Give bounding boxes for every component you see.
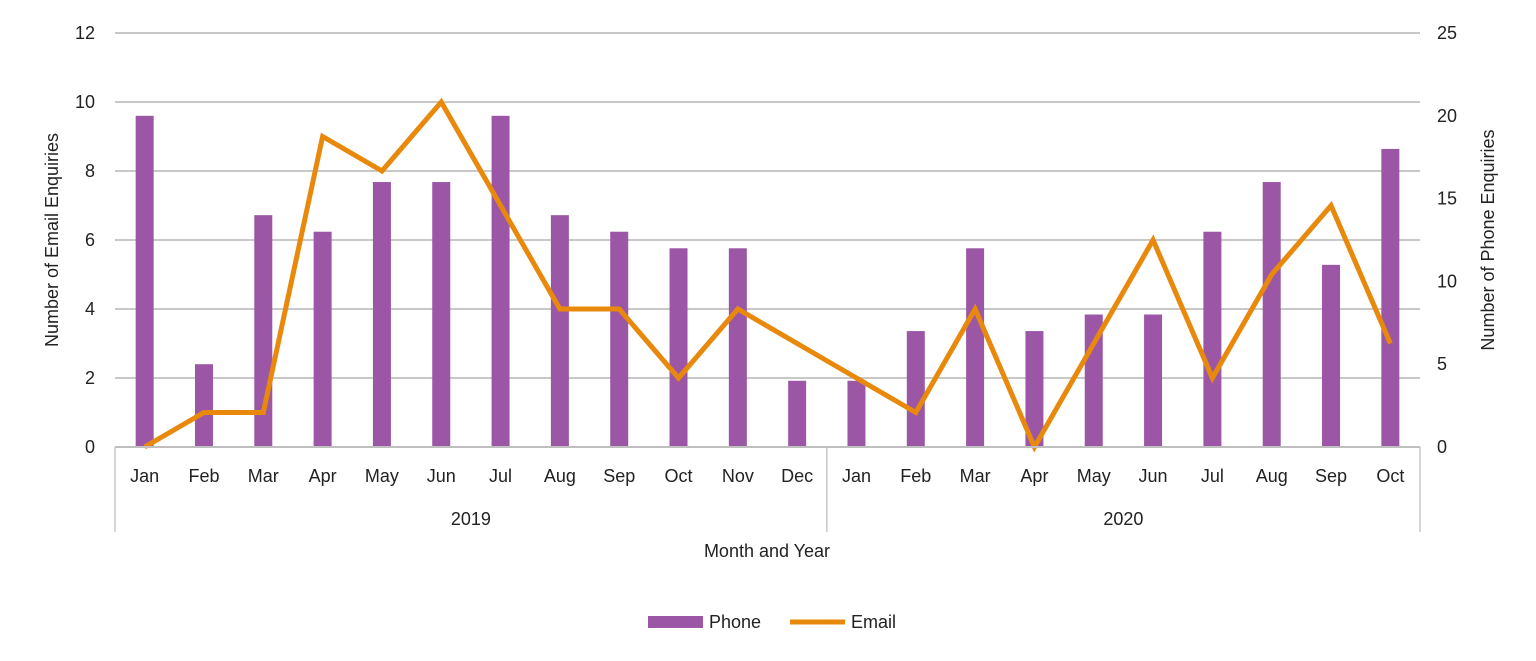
x-tick-label: Feb xyxy=(188,466,219,486)
x-tick-label: Feb xyxy=(900,466,931,486)
y-right-tick-label: 5 xyxy=(1437,354,1447,374)
legend-phone-label: Phone xyxy=(709,612,761,632)
x-tick-label: Sep xyxy=(1315,466,1347,486)
legend: Phone Email xyxy=(648,612,896,632)
x-tick-label: Jun xyxy=(427,466,456,486)
x-tick-label: Mar xyxy=(248,466,279,486)
bar-phone xyxy=(1203,231,1222,447)
y-left-tick-label: 4 xyxy=(85,299,95,319)
x-tick-label: May xyxy=(365,466,399,486)
x-tick-label: Mar xyxy=(960,466,991,486)
line-email xyxy=(143,97,1393,453)
y-axis-left-title: Number of Email Enquiries xyxy=(42,133,62,347)
x-tick-label: May xyxy=(1077,466,1111,486)
bar-phone xyxy=(1144,314,1163,447)
x-tick-label: Aug xyxy=(544,466,576,486)
y-right-tick-label: 10 xyxy=(1437,271,1457,291)
bar-phone xyxy=(610,231,629,447)
bar-phone xyxy=(491,115,510,448)
bar-phone xyxy=(966,248,985,447)
y-left-tick-label: 2 xyxy=(85,368,95,388)
x-tick-label: Apr xyxy=(1020,466,1048,486)
y-left-tick-label: 10 xyxy=(75,92,95,112)
bar-phone xyxy=(135,115,154,448)
bar-phone xyxy=(1322,264,1341,447)
bar-phone xyxy=(432,182,451,448)
x-tick-label: Jan xyxy=(130,466,159,486)
bar-phone xyxy=(847,380,866,447)
y-right-tick-label: 0 xyxy=(1437,437,1447,457)
bar-phone xyxy=(728,248,747,447)
y-right-tick-label: 15 xyxy=(1437,189,1457,209)
legend-phone-swatch xyxy=(648,616,703,628)
group-label: 2020 xyxy=(1103,509,1143,529)
y-left-tick-label: 0 xyxy=(85,437,95,457)
bar-phone xyxy=(669,248,688,447)
bar-phone xyxy=(1262,182,1281,448)
y-axis-right-title: Number of Phone Enquiries xyxy=(1478,129,1498,350)
x-tick-label: Oct xyxy=(1376,466,1404,486)
bar-phone xyxy=(372,182,391,448)
bar-phone xyxy=(906,331,925,447)
legend-email-label: Email xyxy=(851,612,896,632)
y-left-tick-label: 8 xyxy=(85,161,95,181)
x-tick-label: Sep xyxy=(603,466,635,486)
x-tick-label: Nov xyxy=(722,466,754,486)
bar-phone xyxy=(194,364,213,447)
x-tick-label: Jan xyxy=(842,466,871,486)
x-tick-label: Apr xyxy=(309,466,337,486)
x-tick-label: Aug xyxy=(1256,466,1288,486)
x-tick-label: Jul xyxy=(1201,466,1224,486)
bar-phone xyxy=(1381,148,1400,448)
x-tick-label: Oct xyxy=(665,466,693,486)
bar-phone xyxy=(313,231,332,447)
bar-phone xyxy=(788,380,807,447)
y-left-tick-label: 12 xyxy=(75,23,95,43)
y-right-tick-label: 25 xyxy=(1437,23,1457,43)
x-tick-label: Jul xyxy=(489,466,512,486)
y-left-tick-label: 6 xyxy=(85,230,95,250)
x-tick-label: Dec xyxy=(781,466,813,486)
x-axis-title: Month and Year xyxy=(704,541,830,561)
bar-phone xyxy=(1025,331,1044,447)
y-right-tick-label: 20 xyxy=(1437,106,1457,126)
x-tick-label: Jun xyxy=(1139,466,1168,486)
bar-phone xyxy=(550,215,569,447)
group-label: 2019 xyxy=(451,509,491,529)
